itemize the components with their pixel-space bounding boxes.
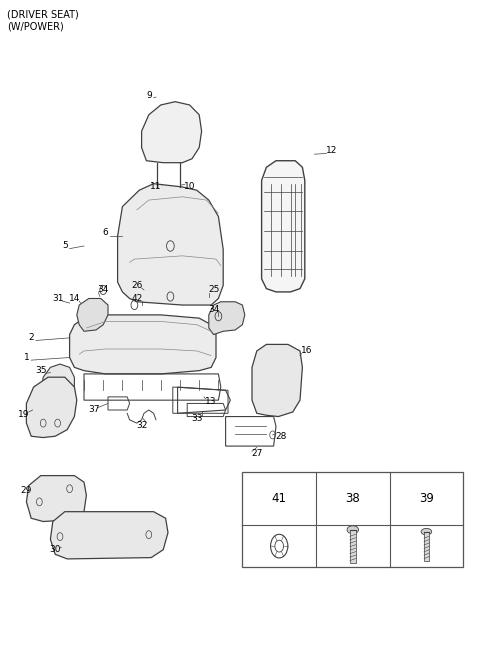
Text: 33: 33: [191, 414, 203, 423]
Text: 32: 32: [136, 420, 147, 430]
Text: 1: 1: [24, 353, 29, 362]
Polygon shape: [77, 298, 108, 331]
Text: (DRIVER SEAT): (DRIVER SEAT): [7, 10, 79, 20]
Bar: [424, 531, 429, 560]
Text: 31: 31: [52, 294, 63, 303]
Bar: [350, 530, 356, 562]
Text: 16: 16: [300, 346, 312, 356]
Ellipse shape: [421, 529, 432, 535]
Polygon shape: [118, 184, 223, 305]
Polygon shape: [262, 161, 305, 292]
Text: 29: 29: [21, 486, 32, 495]
Text: 41: 41: [272, 492, 287, 505]
Text: 30: 30: [49, 545, 61, 554]
Text: 10: 10: [184, 182, 195, 192]
Text: 34: 34: [208, 305, 219, 314]
Text: 42: 42: [131, 294, 143, 303]
Text: 34: 34: [97, 285, 109, 295]
Text: 26: 26: [131, 281, 143, 290]
Polygon shape: [252, 344, 302, 417]
Bar: [242, 472, 463, 567]
Text: 39: 39: [419, 492, 434, 505]
Polygon shape: [26, 377, 77, 438]
Text: 11: 11: [150, 182, 162, 192]
Text: 12: 12: [325, 146, 337, 155]
Polygon shape: [26, 476, 86, 522]
Text: 2: 2: [28, 333, 34, 342]
Text: 9: 9: [146, 91, 152, 100]
Polygon shape: [41, 364, 74, 415]
Text: 25: 25: [208, 285, 219, 295]
Text: 38: 38: [346, 492, 360, 505]
Text: 28: 28: [275, 432, 287, 441]
Text: 27: 27: [251, 449, 263, 459]
Text: 6: 6: [103, 228, 108, 237]
Text: 35: 35: [35, 366, 47, 375]
Polygon shape: [70, 315, 216, 374]
Ellipse shape: [347, 526, 359, 534]
Text: 14: 14: [69, 294, 80, 303]
Text: 5: 5: [62, 241, 68, 251]
Polygon shape: [209, 302, 245, 335]
Text: (W/POWER): (W/POWER): [7, 22, 64, 31]
Polygon shape: [142, 102, 202, 163]
Text: 19: 19: [18, 410, 30, 419]
Polygon shape: [50, 512, 168, 559]
Text: 37: 37: [88, 405, 99, 415]
Text: 13: 13: [204, 397, 216, 406]
